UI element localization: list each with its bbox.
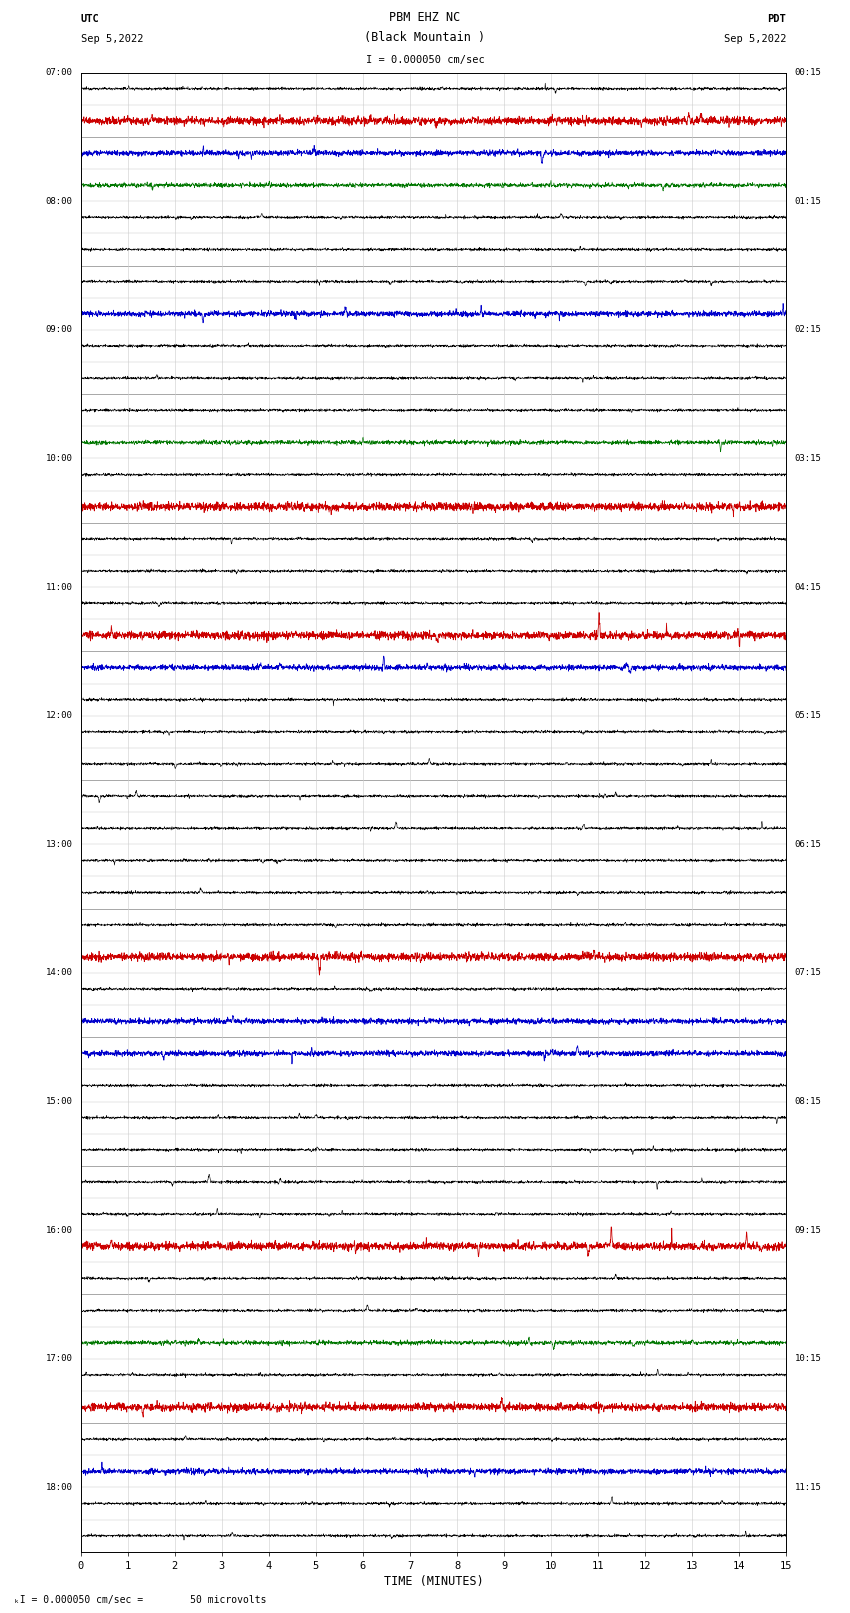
Text: 15:00: 15:00 xyxy=(45,1097,72,1107)
Text: 07:00: 07:00 xyxy=(45,68,72,77)
Text: 03:15: 03:15 xyxy=(795,453,822,463)
Text: 11:00: 11:00 xyxy=(45,582,72,592)
Text: 14:00: 14:00 xyxy=(45,968,72,977)
Text: 09:00: 09:00 xyxy=(45,326,72,334)
X-axis label: TIME (MINUTES): TIME (MINUTES) xyxy=(383,1574,484,1587)
Text: ₖI = 0.000050 cm/sec =        50 microvolts: ₖI = 0.000050 cm/sec = 50 microvolts xyxy=(8,1595,267,1605)
Text: 05:15: 05:15 xyxy=(795,711,822,719)
Text: Sep 5,2022: Sep 5,2022 xyxy=(81,34,144,44)
Text: 16:00: 16:00 xyxy=(45,1226,72,1234)
Text: 13:00: 13:00 xyxy=(45,840,72,848)
Text: 06:15: 06:15 xyxy=(795,840,822,848)
Text: PDT: PDT xyxy=(768,15,786,24)
Text: I = 0.000050 cm/sec: I = 0.000050 cm/sec xyxy=(366,55,484,65)
Text: 07:15: 07:15 xyxy=(795,968,822,977)
Text: 04:15: 04:15 xyxy=(795,582,822,592)
Text: PBM EHZ NC: PBM EHZ NC xyxy=(389,11,461,24)
Text: 12:00: 12:00 xyxy=(45,711,72,719)
Text: 10:00: 10:00 xyxy=(45,453,72,463)
Text: 00:15: 00:15 xyxy=(795,68,822,77)
Text: 11:15: 11:15 xyxy=(795,1482,822,1492)
Text: 08:00: 08:00 xyxy=(45,197,72,206)
Text: Sep 5,2022: Sep 5,2022 xyxy=(723,34,786,44)
Text: 02:15: 02:15 xyxy=(795,326,822,334)
Text: UTC: UTC xyxy=(81,15,99,24)
Text: 10:15: 10:15 xyxy=(795,1355,822,1363)
Text: 18:00: 18:00 xyxy=(45,1482,72,1492)
Text: 09:15: 09:15 xyxy=(795,1226,822,1234)
Text: (Black Mountain ): (Black Mountain ) xyxy=(365,31,485,44)
Text: 17:00: 17:00 xyxy=(45,1355,72,1363)
Text: 08:15: 08:15 xyxy=(795,1097,822,1107)
Text: 01:15: 01:15 xyxy=(795,197,822,206)
